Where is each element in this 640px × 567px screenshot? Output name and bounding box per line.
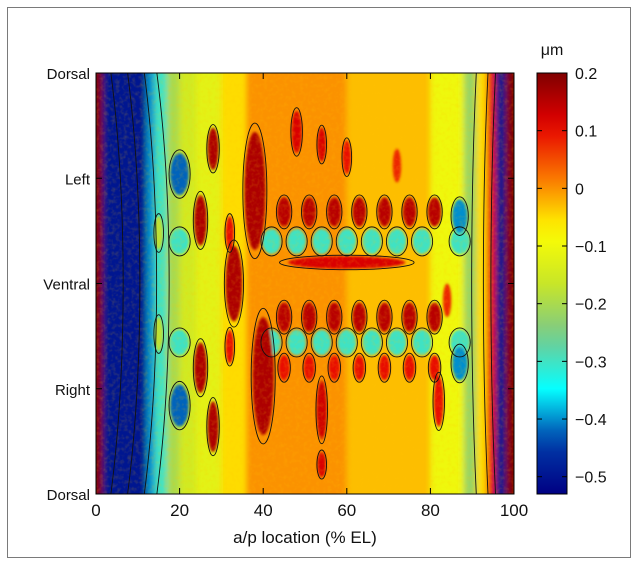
contour-line: [290, 107, 303, 157]
contour-line: [316, 449, 327, 480]
contour-line: [285, 226, 308, 257]
colorbar-ticks: 0.2 0.1 0 −0.1 −0.2 −0.3 −0.4 −0.5: [537, 66, 607, 487]
contour-line: [275, 299, 293, 335]
colorbar-ramp: [536, 72, 568, 495]
contour-line: [450, 196, 469, 236]
contour-line: [224, 326, 236, 367]
contour-line: [127, 73, 141, 494]
contour-line: [285, 327, 308, 358]
contour-line: [224, 213, 236, 253]
contour-line: [279, 254, 415, 271]
contour-line: [206, 124, 220, 174]
x-tick-label: 20: [170, 501, 189, 520]
contour-line: [351, 194, 368, 230]
contour-line: [326, 299, 343, 335]
contour-line: [432, 371, 445, 431]
contour-line: [153, 213, 164, 253]
contour-line: [411, 327, 434, 358]
contour-line: [426, 194, 443, 230]
contour-line: [401, 194, 418, 230]
contour-line: [377, 352, 392, 383]
colorbar-tick-label: 0: [575, 181, 584, 198]
x-axis: 0 20 40 60 80 100: [91, 73, 528, 520]
contour-line: [153, 314, 164, 354]
contour-line: [426, 299, 443, 335]
plot-area: 0 20 40 60 80 100 DorsalLeftVentralRightDorsa…: [43, 66, 528, 547]
contour-line: [351, 299, 368, 335]
contour-line: [448, 226, 471, 257]
contour-line: [110, 73, 124, 494]
colorbar: μm 0.2 0.1 0 −0.1 −0.2 −0.3 −0.4 −0.5: [536, 42, 607, 495]
contour-lines: [110, 73, 496, 494]
contour-line: [168, 327, 191, 358]
contour-line: [206, 397, 220, 457]
contour-line: [143, 73, 158, 494]
colorbar-tick-label: −0.5: [575, 470, 607, 487]
colorbar-tick-label: −0.4: [575, 412, 607, 429]
x-tick-label: 80: [421, 501, 440, 520]
y-tick-label: Dorsal: [47, 487, 90, 504]
contour-line: [335, 327, 358, 358]
contour-line: [301, 299, 318, 335]
contour-line: [168, 149, 191, 199]
colorbar-unit: μm: [541, 42, 564, 59]
contour-line: [260, 226, 283, 257]
contour-line: [376, 194, 393, 230]
contour-line: [168, 380, 191, 431]
y-tick-label: Ventral: [43, 277, 90, 294]
contour-line: [450, 343, 469, 384]
contour-line: [275, 194, 293, 230]
contour-line: [242, 122, 268, 260]
contour-line: [401, 299, 418, 335]
contour-line: [310, 327, 333, 358]
y-tick-label: Right: [55, 382, 91, 399]
y-tick-label: Left: [65, 171, 91, 188]
colorbar-tick-label: −0.3: [575, 354, 607, 371]
contour-line: [302, 352, 316, 383]
contour-line: [301, 194, 318, 230]
x-tick-label: 60: [337, 501, 356, 520]
colorbar-tick-label: −0.1: [575, 239, 607, 256]
contour-line: [402, 352, 417, 383]
contour-line: [352, 352, 367, 383]
y-axis: Dorsal Left Ventral Right Dorsal: [43, 66, 514, 504]
x-tick-label: 40: [254, 501, 273, 520]
contour-line: [316, 124, 327, 165]
contour-line: [376, 299, 393, 335]
contour-line: [385, 226, 408, 257]
colorbar-tick-label: 0.2: [575, 66, 597, 83]
x-tick-label: 0: [91, 501, 100, 520]
contour-line: [411, 226, 434, 257]
contour-line: [335, 226, 358, 257]
colorbar-tick-label: 0.1: [575, 124, 597, 141]
contour-line: [327, 352, 341, 383]
contour-line: [490, 73, 496, 494]
x-tick-label: 100: [500, 501, 528, 520]
contour-line: [277, 352, 291, 383]
contour-line: [192, 190, 209, 250]
contour-line: [341, 137, 353, 178]
contour-line: [448, 327, 471, 358]
field-texture: [96, 73, 514, 494]
contour-line: [482, 73, 489, 494]
contour-line: [385, 327, 408, 358]
contour-line: [156, 73, 170, 494]
contour-line: [471, 73, 477, 494]
y-tick-label: Dorsal: [47, 66, 90, 83]
x-axis-label: a/p location (% EL): [233, 528, 377, 547]
contour-line: [250, 307, 276, 445]
contour-line: [360, 327, 383, 358]
contour-line: [326, 194, 343, 230]
colorbar-tick-label: −0.2: [575, 297, 607, 314]
contour-line: [315, 375, 328, 445]
contour-line: [192, 338, 209, 398]
